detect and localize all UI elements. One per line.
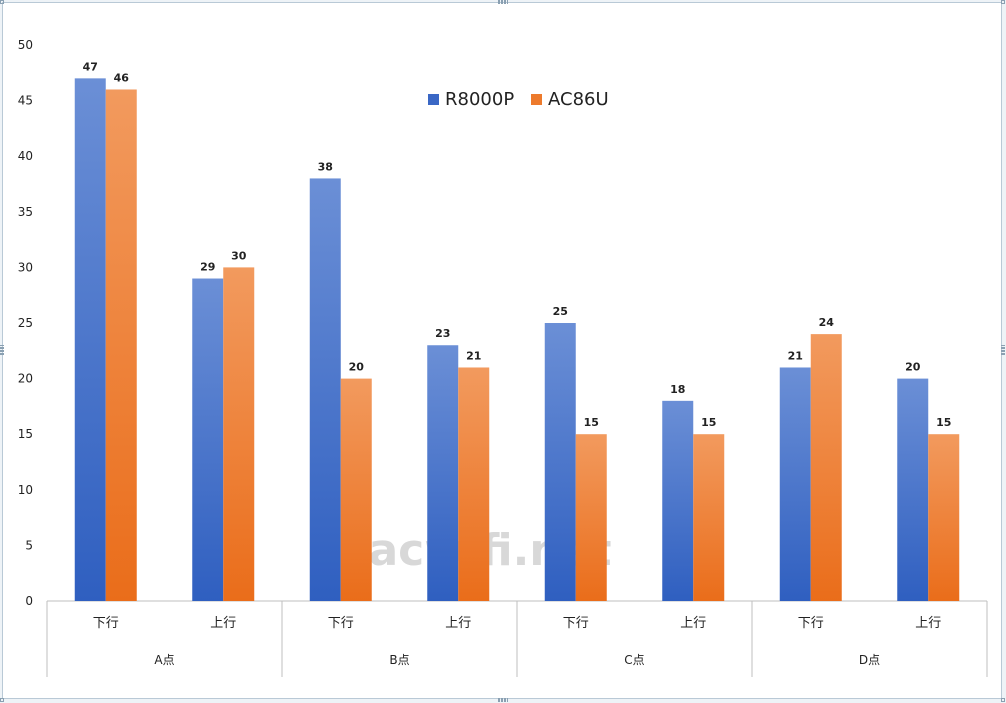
bar-ac86u-A点-上行[interactable] [223, 267, 255, 601]
resize-handle-bottom[interactable] [498, 698, 508, 702]
data-label: 47 [83, 60, 98, 73]
category-label: 上行 [915, 616, 941, 631]
data-label: 20 [349, 361, 365, 374]
bar-ac86u-D点-上行[interactable] [928, 434, 960, 601]
category-label: 下行 [563, 616, 589, 631]
y-tick-label: 0 [25, 594, 33, 608]
data-label: 15 [584, 416, 599, 429]
y-tick-label: 25 [18, 316, 33, 330]
bar-r8000p-B点-下行[interactable] [309, 178, 341, 601]
y-tick-label: 30 [18, 260, 33, 274]
y-tick-label: 5 [25, 538, 33, 552]
resize-handle-top-right[interactable] [1001, 0, 1005, 4]
resize-handle-bottom-right[interactable] [1001, 698, 1005, 702]
y-tick-label: 40 [18, 149, 33, 163]
bar-r8000p-C点-上行[interactable] [662, 400, 694, 601]
y-tick-label: 50 [18, 38, 33, 52]
group-label: B点 [389, 653, 409, 667]
bar-r8000p-D点-下行[interactable] [779, 367, 811, 601]
category-label: 下行 [328, 616, 354, 631]
group-label: C点 [624, 653, 644, 667]
data-label: 25 [553, 305, 568, 318]
legend-label-r8000p: R8000P [445, 89, 514, 110]
category-label: 上行 [445, 616, 471, 631]
category-label: 上行 [680, 616, 706, 631]
data-label: 23 [435, 327, 450, 340]
resize-handle-right[interactable] [1001, 345, 1005, 355]
group-label: D点 [859, 653, 880, 667]
y-tick-label: 15 [18, 427, 33, 441]
y-tick-label: 45 [18, 94, 33, 108]
resize-handle-top[interactable] [498, 0, 508, 4]
bar-r8000p-B点-上行[interactable] [427, 345, 459, 601]
data-label: 24 [819, 316, 835, 329]
bar-r8000p-C点-下行[interactable] [544, 323, 576, 601]
data-label: 38 [318, 160, 333, 173]
y-tick-label: 20 [18, 372, 33, 386]
bar-ac86u-C点-上行[interactable] [693, 434, 725, 601]
data-label: 15 [701, 416, 716, 429]
bar-ac86u-A点-下行[interactable] [105, 89, 137, 601]
data-label: 29 [200, 261, 215, 274]
legend-label-ac86u: AC86U [548, 89, 609, 110]
y-tick-label: 35 [18, 205, 33, 219]
category-label: 下行 [93, 616, 119, 631]
group-label: A点 [154, 653, 174, 667]
category-label: 下行 [798, 616, 824, 631]
data-label: 30 [231, 249, 247, 262]
legend-swatch-r8000p [428, 94, 439, 105]
data-label: 46 [114, 71, 130, 84]
bar-ac86u-B点-上行[interactable] [458, 367, 490, 601]
category-label: 上行 [210, 616, 236, 631]
bar-ac86u-B点-下行[interactable] [340, 378, 372, 601]
resize-handle-top-left[interactable] [0, 0, 4, 4]
bar-r8000p-A点-上行[interactable] [192, 278, 224, 601]
resize-handle-bottom-left[interactable] [0, 698, 4, 702]
bar-ac86u-C点-下行[interactable] [575, 434, 607, 601]
legend-swatch-ac86u [531, 94, 542, 105]
data-label: 21 [466, 349, 481, 362]
data-label: 20 [905, 361, 921, 374]
resize-handle-left[interactable] [0, 345, 4, 355]
data-label: 15 [936, 416, 951, 429]
bar-r8000p-D点-上行[interactable] [897, 378, 929, 601]
bar-ac86u-D点-下行[interactable] [810, 334, 842, 601]
y-tick-label: 10 [18, 483, 33, 497]
data-label: 18 [670, 383, 685, 396]
data-label: 21 [788, 349, 803, 362]
bar-r8000p-A点-下行[interactable] [74, 78, 106, 602]
